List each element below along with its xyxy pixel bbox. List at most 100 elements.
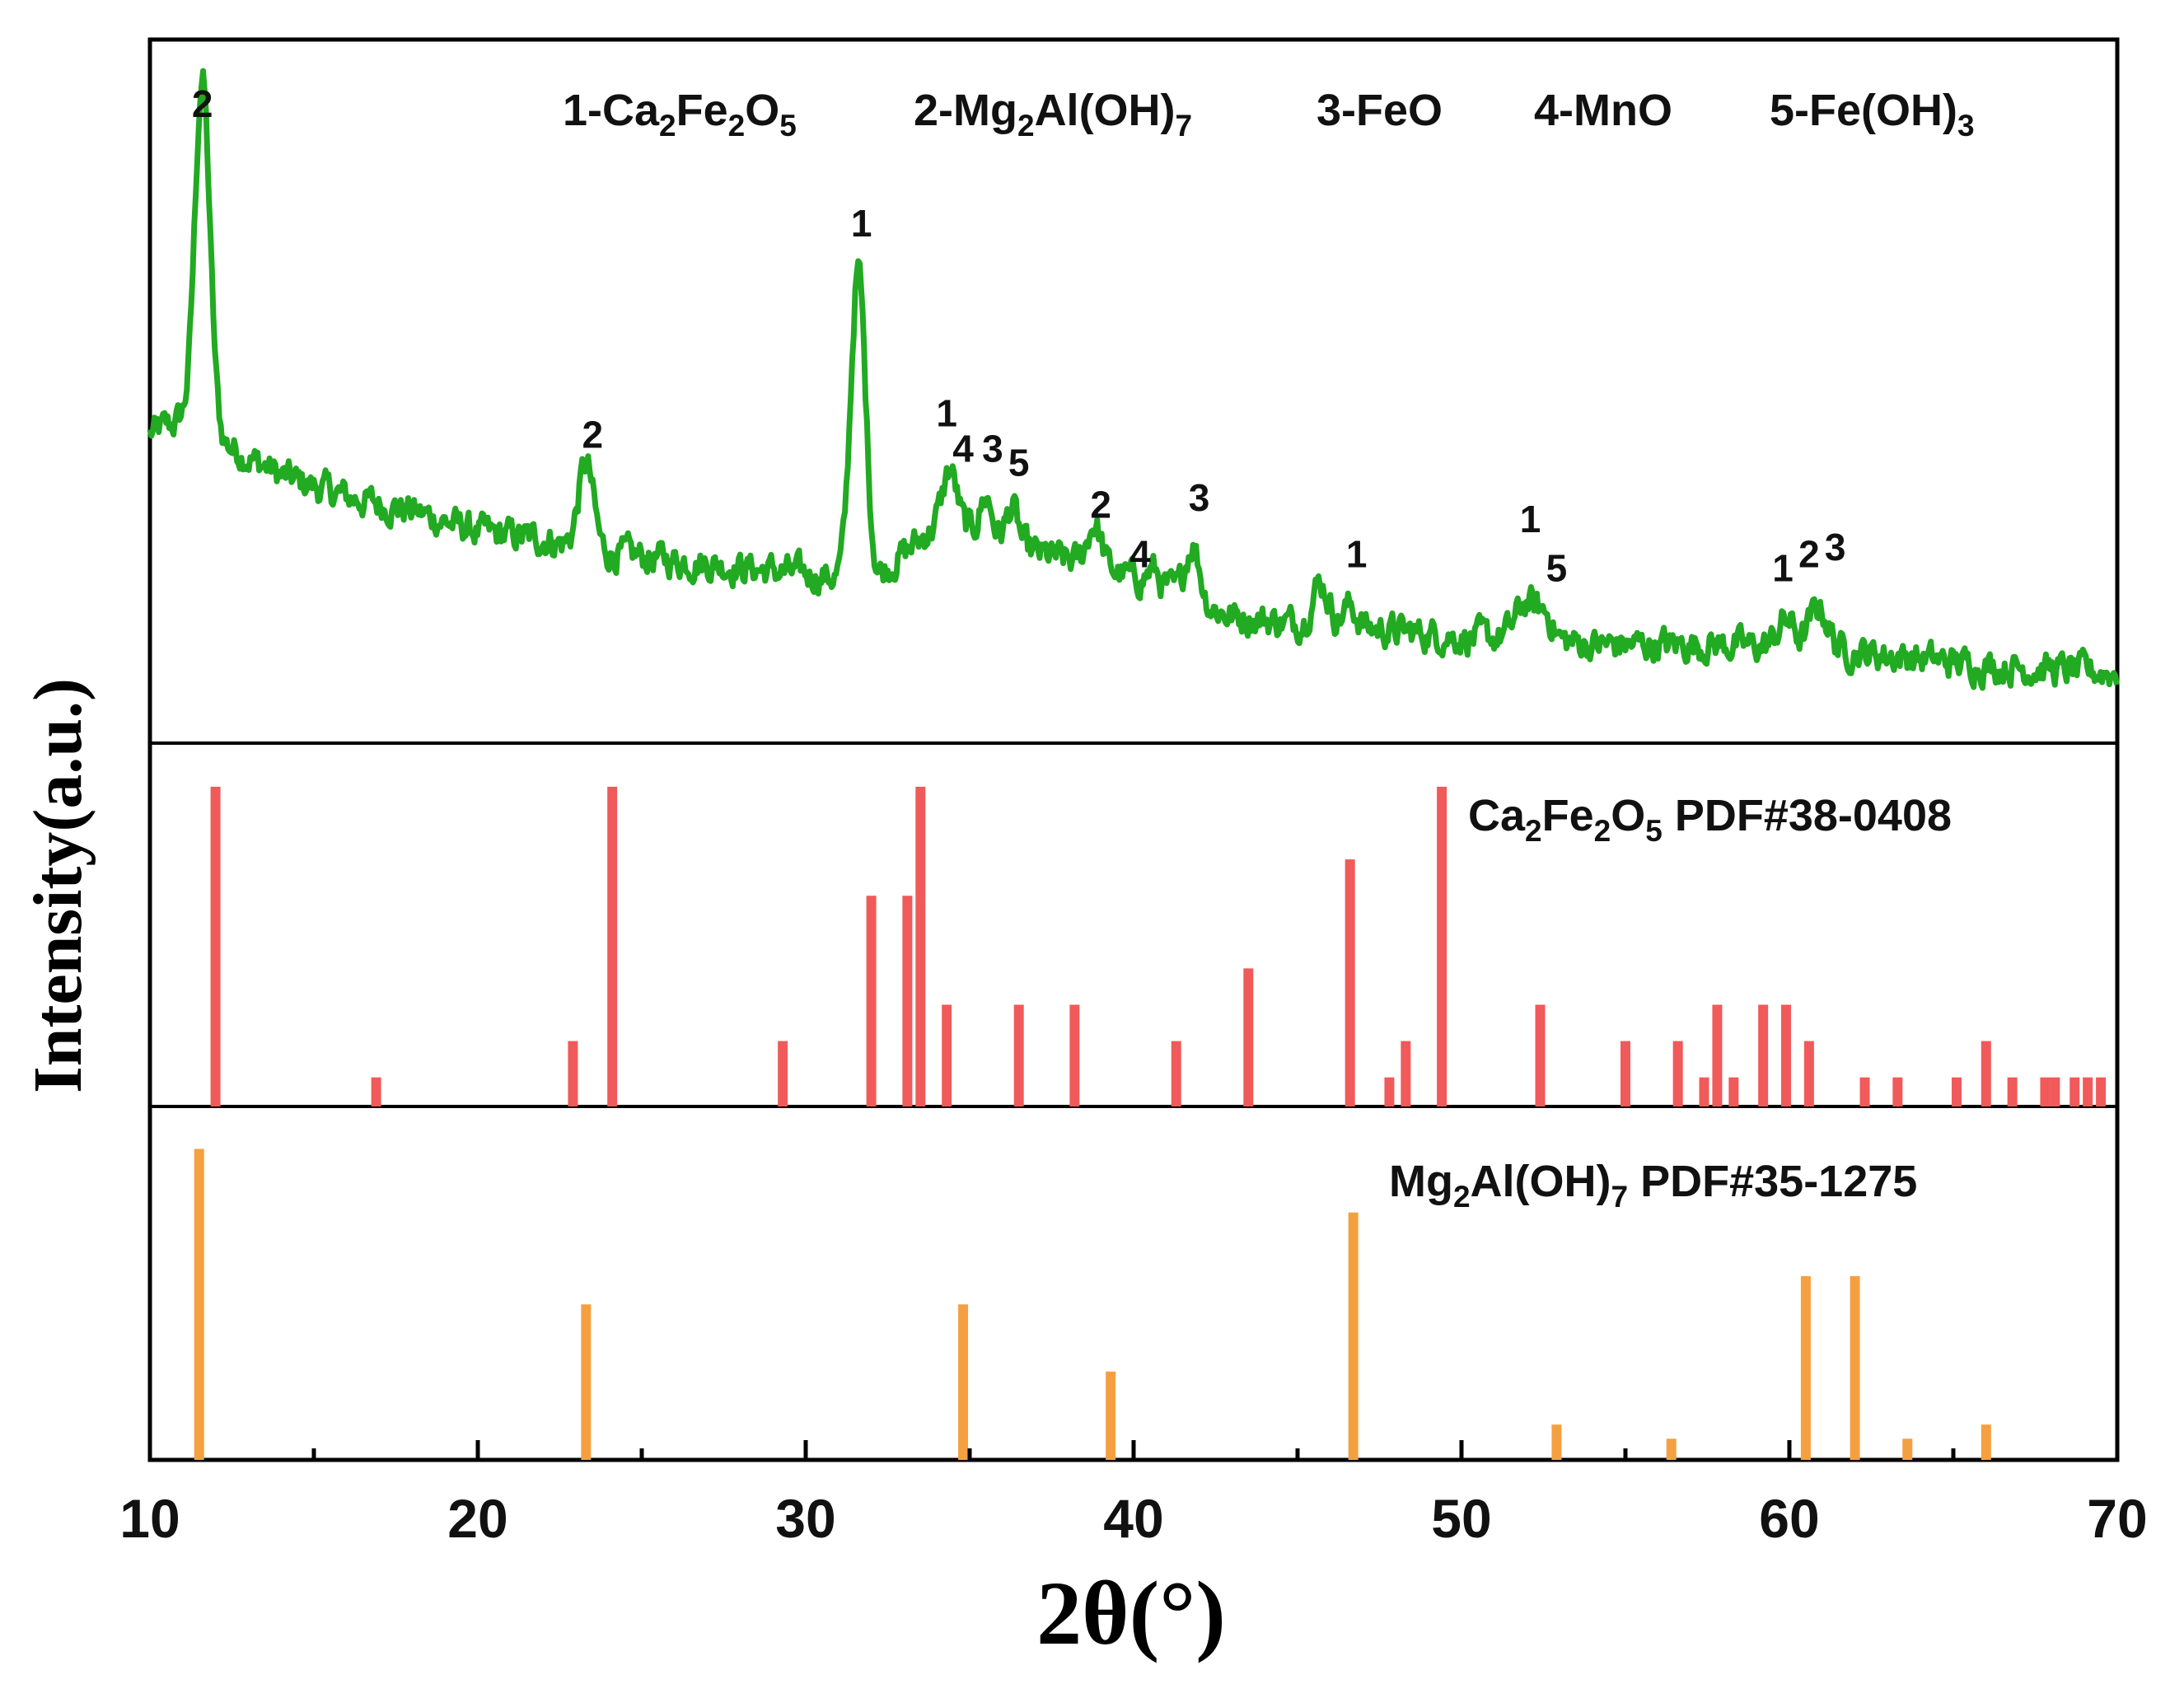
reference-stick-ca2fe2o5 xyxy=(1951,1077,1962,1106)
reference-stick-ca2fe2o5 xyxy=(1401,1041,1411,1106)
phase-legend-entry-part: 3- xyxy=(1316,86,1356,135)
x-tick-label: 20 xyxy=(447,1488,507,1549)
reference-stick-ca2fe2o5 xyxy=(1243,968,1254,1106)
peak-label: 4 xyxy=(1129,533,1151,576)
peak-label: 4 xyxy=(952,427,974,470)
phase-legend-entry-part: Al(OH) xyxy=(1035,86,1176,135)
reference-stick-ca2fe2o5 xyxy=(1171,1041,1181,1106)
reference-stick-mg2aloh7 xyxy=(1800,1275,1811,1460)
plot-frame xyxy=(147,37,2120,1462)
peak-label: 1 xyxy=(1520,498,1541,540)
reference-stick-mg2aloh7 xyxy=(1850,1275,1860,1460)
phase-legend-entry-part: Fe(OH) xyxy=(1809,86,1957,135)
reference-stick-ca2fe2o5 xyxy=(2040,1077,2051,1106)
reference-stick-ca2fe2o5 xyxy=(1859,1077,1870,1106)
phase-legend-entry-part: 1- xyxy=(563,86,602,135)
reference-stick-ca2fe2o5 xyxy=(1781,1004,1792,1106)
reference-stick-ca2fe2o5 xyxy=(1620,1041,1630,1106)
reference-stick-ca2fe2o5 xyxy=(942,1004,952,1106)
reference-label-ca2fe2o5-part: O xyxy=(1611,791,1645,840)
x-axis-title: 2θ(°) xyxy=(1036,1563,1226,1663)
reference-stick-ca2fe2o5 xyxy=(778,1041,788,1106)
reference-label-ca2fe2o5-part: PDF#38-0408 xyxy=(1663,791,1952,840)
reference-stick-mg2aloh7 xyxy=(958,1304,969,1460)
x-tick-label: 70 xyxy=(2087,1488,2147,1549)
reference-stick-mg2aloh7 xyxy=(1106,1371,1116,1460)
reference-stick-mg2aloh7 xyxy=(1981,1424,1991,1460)
peak-label: 1 xyxy=(1346,533,1368,576)
reference-label-mg2aloh7-part: Al(OH) xyxy=(1471,1157,1611,1206)
reference-stick-ca2fe2o5 xyxy=(568,1041,578,1106)
phase-legend-entry-part: 2 xyxy=(728,109,746,143)
reference-stick-ca2fe2o5 xyxy=(2050,1077,2060,1106)
peak-label: 3 xyxy=(1825,526,1846,568)
reference-mg2aloh7-group: Mg2Al(OH)7 PDF#35-1275 xyxy=(194,1148,1991,1460)
reference-stick-mg2aloh7 xyxy=(194,1148,204,1460)
reference-stick-ca2fe2o5 xyxy=(1728,1077,1739,1106)
reference-stick-ca2fe2o5 xyxy=(866,896,877,1106)
reference-stick-mg2aloh7 xyxy=(1348,1212,1359,1460)
phase-legend-entry-part: 2 xyxy=(1017,109,1035,143)
reference-stick-mg2aloh7 xyxy=(1666,1438,1677,1460)
reference-stick-ca2fe2o5 xyxy=(1981,1041,1991,1106)
peak-label: 3 xyxy=(1189,476,1210,519)
peak-label: 1 xyxy=(1772,547,1793,590)
reference-stick-mg2aloh7 xyxy=(581,1304,592,1460)
reference-stick-ca2fe2o5 xyxy=(1013,1004,1024,1106)
x-tick-label: 40 xyxy=(1103,1488,1163,1549)
reference-label-ca2fe2o5-part: 2 xyxy=(1525,814,1542,848)
y-axis-title: Intensity(a.u.) xyxy=(20,678,96,1093)
reference-stick-ca2fe2o5 xyxy=(915,786,926,1106)
phase-legend-entry-part: 2 xyxy=(659,109,676,143)
peak-label: 2 xyxy=(1090,484,1111,526)
measured-pattern-line xyxy=(147,68,2120,691)
reference-stick-ca2fe2o5 xyxy=(1384,1077,1395,1106)
peak-label: 2 xyxy=(582,413,604,456)
reference-label-ca2fe2o5-part: 2 xyxy=(1594,814,1611,848)
reference-stick-ca2fe2o5 xyxy=(2096,1077,2107,1106)
phase-legend-entry-part: FeO xyxy=(1356,86,1443,135)
x-tick-label: 30 xyxy=(775,1488,835,1549)
phase-legend-entry: 5-Fe(OH)3 xyxy=(1770,86,1975,143)
reference-label-mg2aloh7-part: PDF#35-1275 xyxy=(1628,1157,1917,1206)
phase-legend-entry-part: 4- xyxy=(1534,86,1574,135)
peak-label: 1 xyxy=(851,202,872,245)
phase-legend: 1-Ca2Fe2O5 2-Mg2Al(OH)7 3-FeO 4-MnO 5-Fe(OH)… xyxy=(563,86,1975,143)
reference-stick-ca2fe2o5 xyxy=(210,786,221,1106)
phase-legend-entry-part: 3 xyxy=(1957,109,1975,143)
phase-legend-entry-part: Mg xyxy=(953,86,1017,135)
reference-stick-ca2fe2o5 xyxy=(2083,1077,2093,1106)
phase-legend-entry-part: 5- xyxy=(1770,86,1809,135)
phase-legend-entry: 2-Mg2Al(OH)7 xyxy=(914,86,1192,143)
reference-stick-ca2fe2o5 xyxy=(1699,1077,1709,1106)
reference-stick-ca2fe2o5 xyxy=(1437,786,1447,1106)
peak-label: 5 xyxy=(1546,547,1568,590)
reference-stick-ca2fe2o5 xyxy=(1535,1004,1546,1106)
reference-label-ca2fe2o5-part: Fe xyxy=(1542,791,1594,840)
reference-label-ca2fe2o5-part: 5 xyxy=(1645,814,1663,848)
reference-stick-ca2fe2o5 xyxy=(371,1077,381,1106)
phase-legend-entry-part: Fe xyxy=(676,86,728,135)
phase-legend-entry-part: MnO xyxy=(1574,86,1672,135)
phase-legend-entry-part: 2- xyxy=(914,86,953,135)
reference-stick-ca2fe2o5 xyxy=(1758,1004,1769,1106)
peak-label: 2 xyxy=(192,82,213,125)
x-tick-label: 10 xyxy=(119,1488,180,1549)
reference-ca2fe2o5-group: Ca2Fe2O5 PDF#38-0408 xyxy=(210,786,2107,1106)
x-tick-label: 50 xyxy=(1431,1488,1491,1549)
phase-legend-entry-part: O xyxy=(745,86,779,135)
reference-label-mg2aloh7: Mg2Al(OH)7 PDF#35-1275 xyxy=(1389,1157,1917,1214)
phase-legend-entry-part: Ca xyxy=(602,86,660,135)
reference-stick-ca2fe2o5 xyxy=(1892,1077,1903,1106)
peak-label: 2 xyxy=(1798,533,1820,576)
reference-stick-ca2fe2o5 xyxy=(1069,1004,1080,1106)
reference-label-ca2fe2o5: Ca2Fe2O5 PDF#38-0408 xyxy=(1468,791,1952,848)
reference-stick-mg2aloh7 xyxy=(1551,1424,1562,1460)
reference-stick-ca2fe2o5 xyxy=(1803,1041,1814,1106)
reference-label-ca2fe2o5-part: Ca xyxy=(1468,791,1526,840)
x-axis: 10 20 30 40 50 60 70 xyxy=(119,1440,2148,1549)
peak-label: 5 xyxy=(1008,441,1030,484)
reference-stick-ca2fe2o5 xyxy=(1672,1041,1683,1106)
